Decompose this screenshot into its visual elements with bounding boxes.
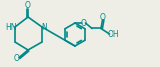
Text: O: O: [13, 54, 19, 63]
Text: OH: OH: [107, 30, 119, 40]
Text: O: O: [25, 1, 31, 10]
Text: O: O: [100, 13, 105, 22]
Text: O: O: [81, 18, 86, 27]
Text: HN: HN: [5, 23, 16, 31]
Text: N: N: [41, 23, 47, 31]
